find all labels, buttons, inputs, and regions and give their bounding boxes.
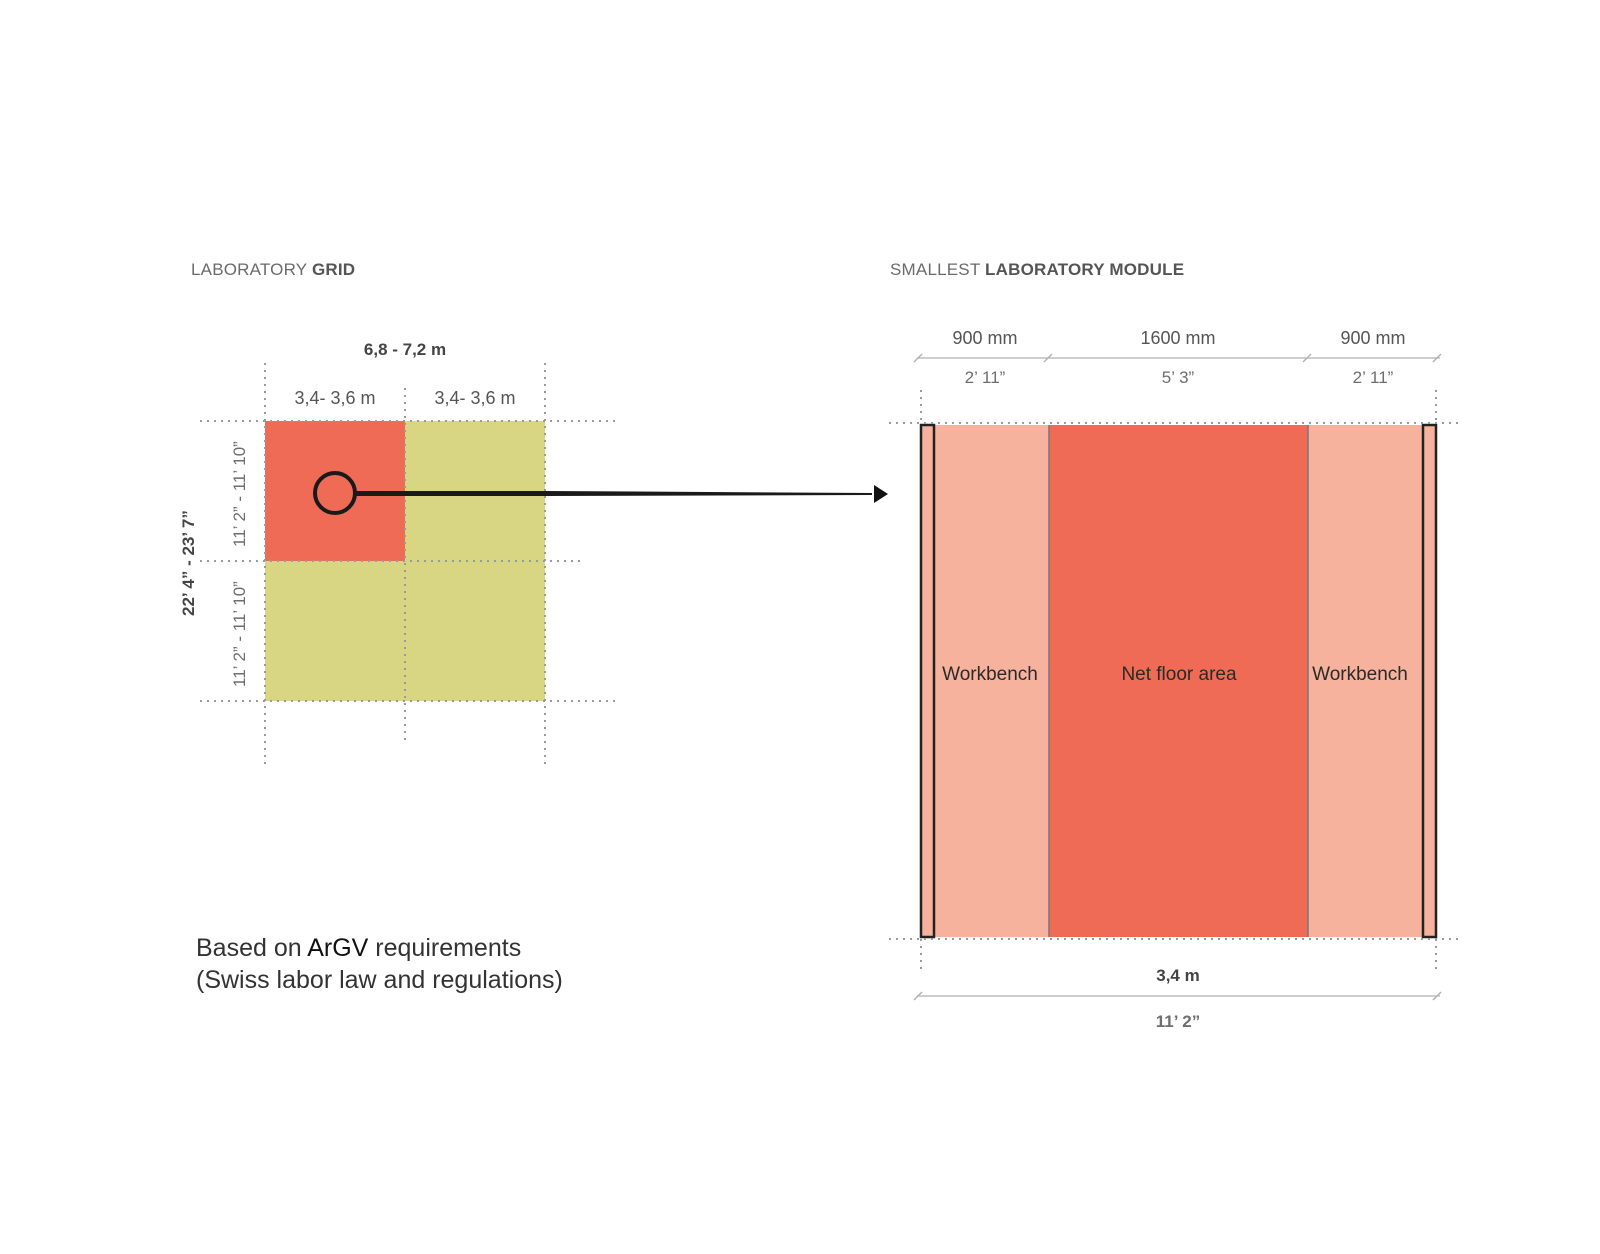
zone-workbench-right xyxy=(1308,425,1436,937)
module-section-title: SMALLEST LABORATORY MODULE xyxy=(890,260,1185,279)
grid-row-height-label: 11’ 2” - 11’ 10” xyxy=(230,441,249,547)
zone-label-workbench: Workbench xyxy=(1312,664,1408,685)
top-dimension-line xyxy=(913,353,1442,363)
zone-label-workbench: Workbench xyxy=(942,664,1038,685)
grid-column-width-label: 3,4- 3,6 m xyxy=(434,388,516,408)
zone-workbench-left xyxy=(921,425,1049,937)
zone-imperial-width-label: 2’ 11” xyxy=(964,368,1006,387)
grid-total-height-label: 22’ 4” - 23’ 7” xyxy=(179,510,198,616)
requirements-note-line2: (Swiss labor law and regulations) xyxy=(196,966,563,994)
module-total-width-label: 3,4 m xyxy=(1156,966,1200,985)
bottom-dimension-line xyxy=(913,991,1442,1001)
grid-section-title: LABORATORY GRID xyxy=(191,260,356,279)
zone-net-floor-area xyxy=(1049,425,1308,937)
grid-column-width-label: 3,4- 3,6 m xyxy=(294,388,376,408)
grid-lines xyxy=(200,363,615,765)
zone-metric-width-label: 900 mm xyxy=(1340,328,1406,348)
grid-cell xyxy=(405,561,545,701)
grid-total-width-label: 6,8 - 7,2 m xyxy=(363,340,447,359)
zone-imperial-width-label: 2’ 11” xyxy=(1352,368,1394,387)
zone-label-net-floor-area: Net floor area xyxy=(1121,664,1237,685)
grid-row-height-label: 11’ 2” - 11’ 10” xyxy=(230,581,249,687)
requirements-note-line1: Based on ArGV requirements xyxy=(196,934,522,962)
zone-imperial-width-label: 5’ 3” xyxy=(1161,368,1195,387)
wall-left xyxy=(919,423,936,939)
zone-metric-width-label: 1600 mm xyxy=(1140,328,1216,348)
requirements-note: Based on ArGV requirements (Swiss labor … xyxy=(196,932,563,996)
zone-metric-width-label: 900 mm xyxy=(952,328,1018,348)
module-pointer-arrowhead xyxy=(874,485,888,503)
laboratory-module xyxy=(889,353,1462,1001)
module-total-width-imperial-label: 11’ 2” xyxy=(1155,1012,1201,1031)
grid-cell xyxy=(265,561,405,701)
module-pointer-line xyxy=(355,491,872,496)
module-guide-lines xyxy=(889,390,1462,970)
wall-right xyxy=(1421,423,1438,939)
laboratory-grid xyxy=(200,363,888,765)
